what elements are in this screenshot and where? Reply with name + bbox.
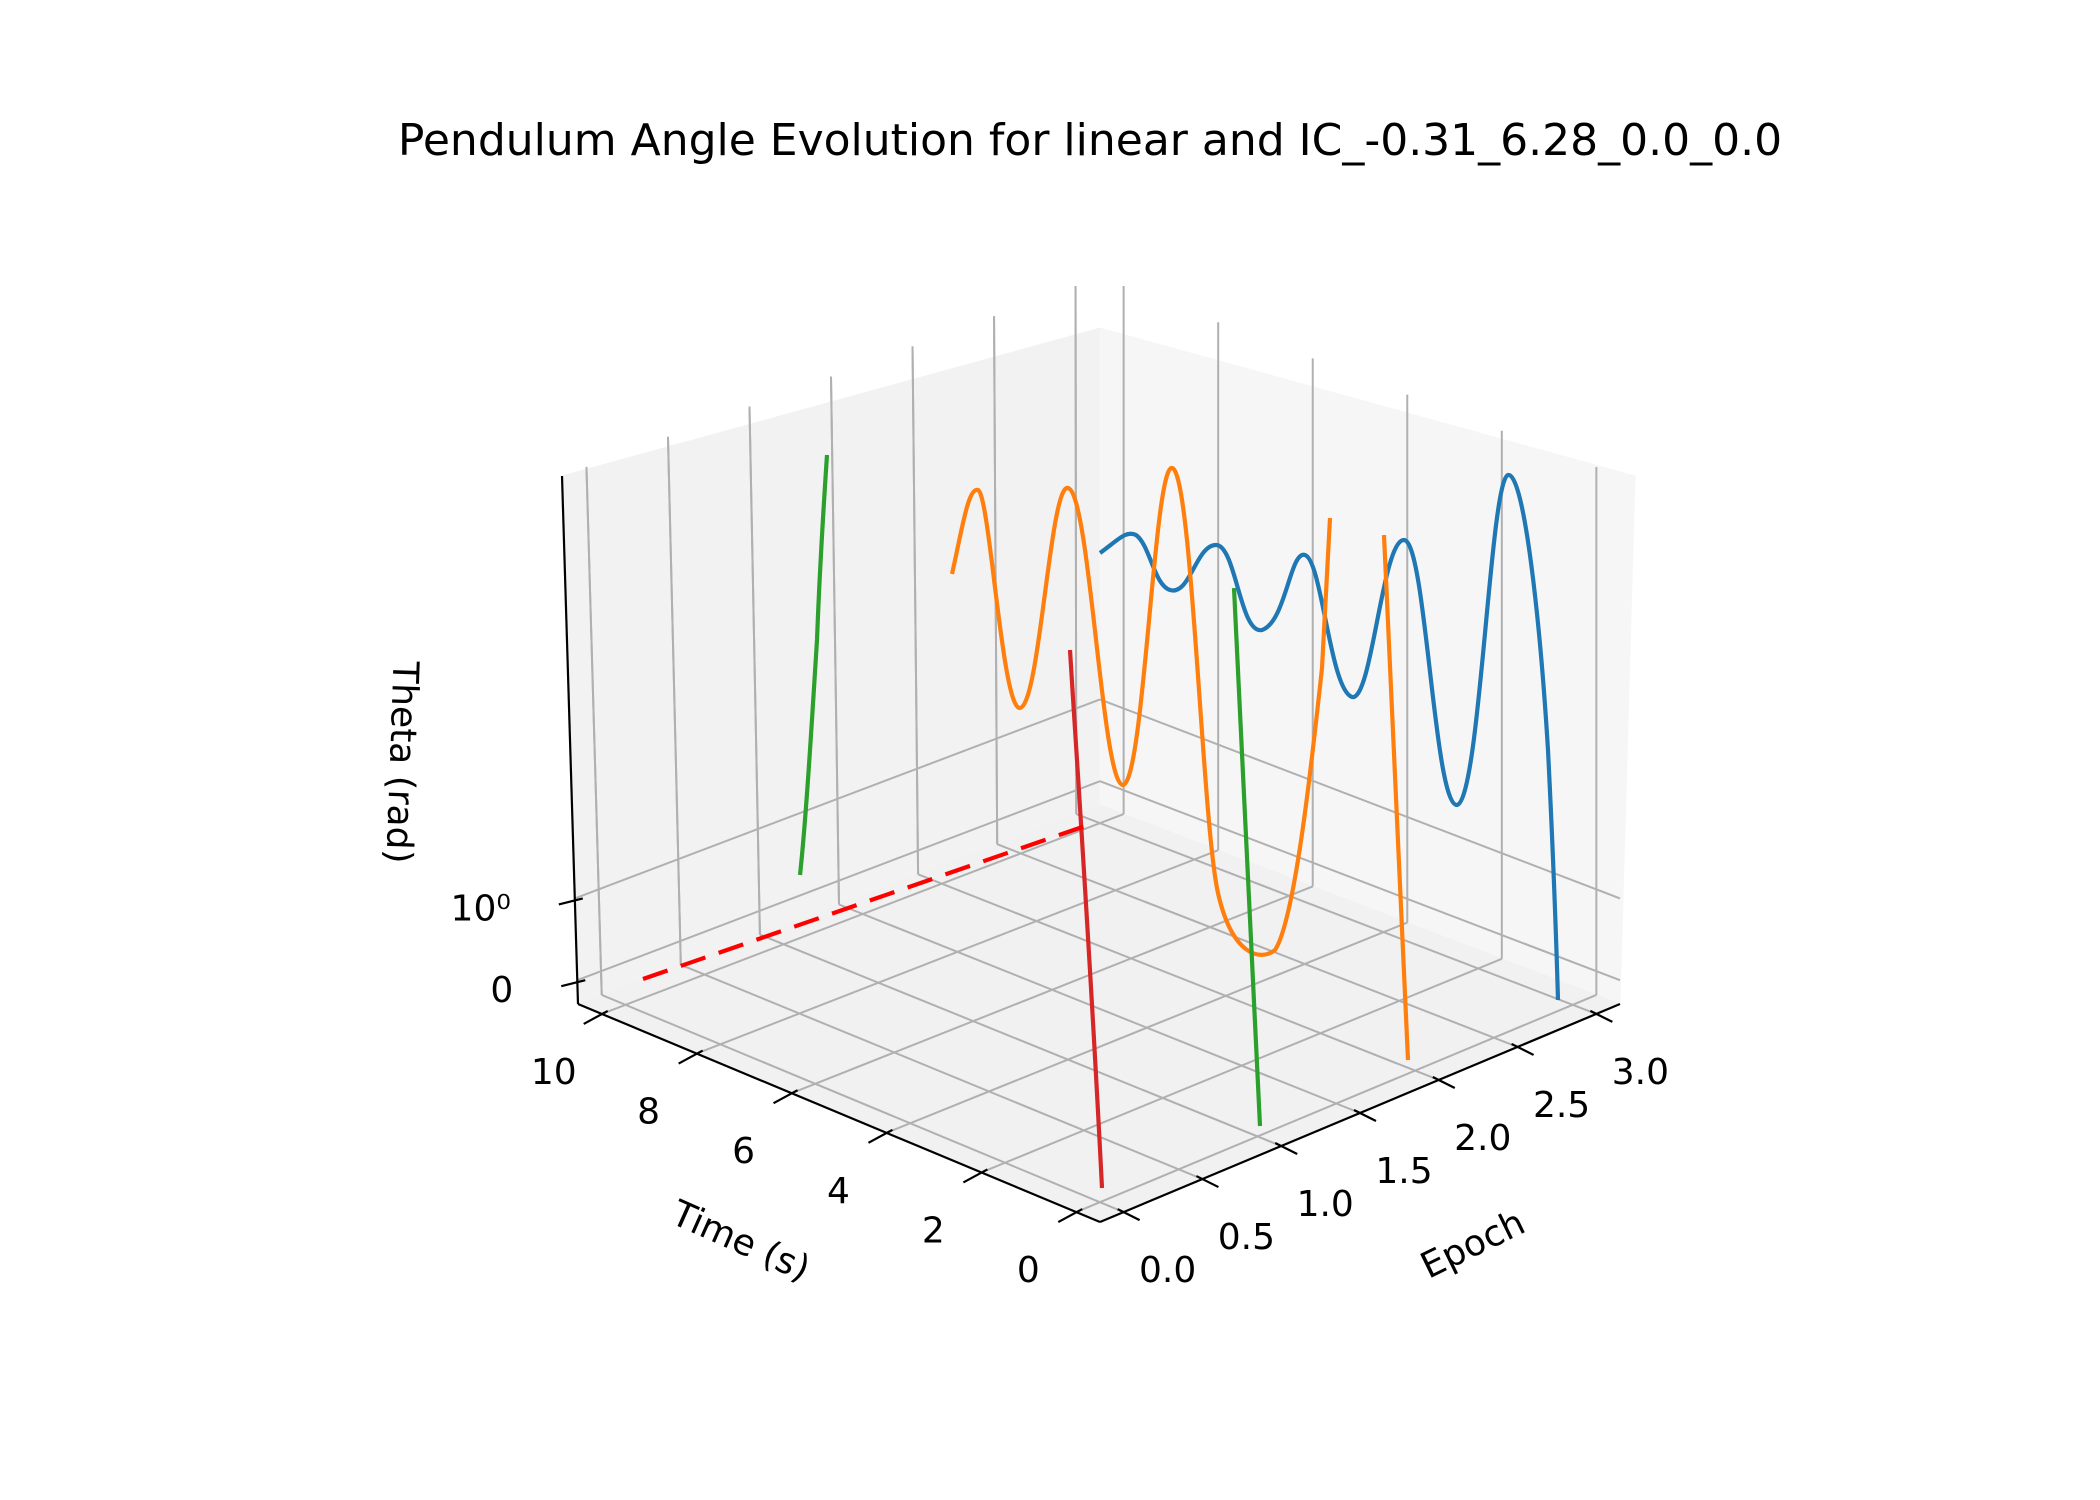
y-tick-mark xyxy=(1057,1208,1083,1224)
y-floor-gridline xyxy=(601,813,1124,1015)
y-floor-gridline xyxy=(1075,994,1597,1214)
y-tick-mark xyxy=(678,1049,704,1065)
y-tick-label: 8 xyxy=(637,1092,660,1133)
x-backwall-gridline xyxy=(585,466,603,995)
series-red-line xyxy=(1067,649,1105,1189)
z-left-gridline xyxy=(576,780,1101,982)
y-tick-label: 6 xyxy=(732,1131,755,1172)
z-tick-label: 10⁰ xyxy=(451,888,511,929)
x-floor-gridline xyxy=(601,994,1125,1214)
x-tick-mark xyxy=(1589,1009,1613,1023)
x-tick-label: 2.0 xyxy=(1454,1118,1511,1159)
y-axis-line xyxy=(577,1002,1101,1224)
x-tick-label: 0.5 xyxy=(1218,1217,1275,1258)
y-tick-mark xyxy=(773,1089,799,1105)
x-tick-label: 1.5 xyxy=(1375,1151,1432,1192)
y-tick-mark xyxy=(962,1168,988,1184)
x-floor-gridline xyxy=(1075,813,1597,1015)
y-tick-label: 0 xyxy=(1017,1250,1040,1291)
y-floor-gridline xyxy=(886,921,1408,1134)
series-orange-line xyxy=(949,465,1333,957)
tick-marks: 0.0 0.5 1.0 1.5 2.0 2.5 3.0 0 2 4 6 8 10 0 10⁰ xyxy=(451,888,1669,1291)
z-axis-label: Theta (rad) xyxy=(377,660,425,865)
x-floor-gridline xyxy=(680,963,1203,1180)
y-tick-mark xyxy=(583,1009,609,1025)
x-backwall-gridline xyxy=(830,376,840,905)
x-tick-label: 3.0 xyxy=(1612,1052,1669,1093)
y-tick-label: 4 xyxy=(827,1171,850,1212)
chart-title: Pendulum Angle Evolution for linear and … xyxy=(398,115,1782,166)
z-right-gridline xyxy=(1099,698,1621,900)
x-floor-gridline xyxy=(759,933,1282,1147)
x-tick-mark xyxy=(1511,1042,1535,1056)
x-tick-mark xyxy=(1432,1075,1456,1089)
series-group xyxy=(642,454,1561,1189)
grid-lines xyxy=(574,286,1621,1214)
z-right-gridline xyxy=(1099,780,1621,982)
z-tick-label: 0 xyxy=(490,970,513,1011)
x-floor-gridline xyxy=(838,903,1361,1114)
z-left-gridline xyxy=(574,698,1101,900)
y-tick-label: 2 xyxy=(922,1210,945,1251)
x-backwall-gridline xyxy=(911,346,920,875)
x-backwall-gridline xyxy=(666,436,682,965)
y-floor-gridline xyxy=(696,849,1219,1055)
x-floor-gridline xyxy=(917,873,1440,1081)
x-tick-mark xyxy=(1117,1208,1141,1222)
x-tick-mark xyxy=(1195,1175,1219,1189)
y-tick-mark xyxy=(867,1128,893,1144)
x-tick-label: 2.5 xyxy=(1533,1085,1590,1126)
x-tick-label: 1.0 xyxy=(1297,1184,1354,1225)
series-green-segment-right xyxy=(1231,587,1263,1127)
series-blue-line xyxy=(1098,472,1561,1001)
y-floor-gridline xyxy=(980,957,1503,1174)
x-tick-mark xyxy=(1274,1142,1298,1156)
x-backwall-gridline xyxy=(748,406,761,935)
series-orange-segment xyxy=(1381,534,1411,1061)
series-green-segment-left xyxy=(797,454,830,876)
z-tick-mark xyxy=(558,897,584,906)
z-axis-line xyxy=(560,475,580,1005)
x-tick-label: 0.0 xyxy=(1139,1250,1196,1291)
x-tick-mark xyxy=(1353,1109,1377,1122)
z-tick-mark xyxy=(561,979,586,988)
y-tick-label: 10 xyxy=(531,1052,577,1093)
